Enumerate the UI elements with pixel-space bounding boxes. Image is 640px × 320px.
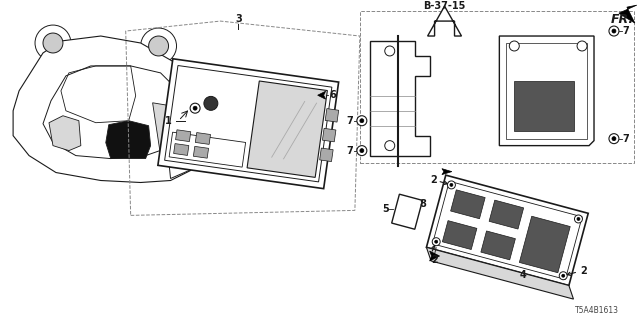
Text: FR.: FR. bbox=[611, 12, 634, 26]
Polygon shape bbox=[429, 251, 440, 261]
Circle shape bbox=[577, 41, 587, 51]
Polygon shape bbox=[195, 132, 211, 144]
Polygon shape bbox=[489, 200, 524, 229]
Circle shape bbox=[559, 272, 567, 280]
Text: 2: 2 bbox=[430, 175, 437, 185]
Polygon shape bbox=[317, 91, 326, 99]
Polygon shape bbox=[370, 41, 429, 156]
Polygon shape bbox=[106, 121, 150, 159]
Polygon shape bbox=[519, 216, 570, 273]
Circle shape bbox=[141, 28, 177, 64]
Text: 7: 7 bbox=[623, 26, 629, 36]
Polygon shape bbox=[168, 133, 211, 179]
Polygon shape bbox=[499, 36, 594, 146]
Circle shape bbox=[385, 46, 395, 56]
Circle shape bbox=[609, 26, 619, 36]
Circle shape bbox=[35, 25, 71, 61]
Text: 8: 8 bbox=[419, 199, 426, 209]
Polygon shape bbox=[169, 132, 246, 167]
Circle shape bbox=[148, 36, 168, 56]
Polygon shape bbox=[49, 116, 81, 151]
Text: 3: 3 bbox=[235, 14, 242, 24]
Circle shape bbox=[43, 33, 63, 53]
Circle shape bbox=[193, 106, 197, 110]
Text: T5A4B1613: T5A4B1613 bbox=[575, 306, 619, 315]
Circle shape bbox=[450, 183, 453, 187]
Polygon shape bbox=[247, 81, 328, 177]
Circle shape bbox=[609, 134, 619, 144]
Circle shape bbox=[562, 274, 564, 277]
Polygon shape bbox=[158, 59, 339, 188]
Circle shape bbox=[447, 181, 456, 189]
Text: 7: 7 bbox=[623, 134, 629, 144]
Polygon shape bbox=[442, 220, 477, 250]
Circle shape bbox=[577, 218, 580, 220]
Circle shape bbox=[357, 146, 367, 156]
Text: 2: 2 bbox=[580, 266, 586, 276]
Polygon shape bbox=[319, 148, 333, 162]
Text: 1: 1 bbox=[165, 116, 172, 126]
Text: 7: 7 bbox=[346, 146, 353, 156]
Polygon shape bbox=[186, 123, 196, 133]
Circle shape bbox=[190, 103, 200, 113]
Polygon shape bbox=[173, 144, 189, 156]
Polygon shape bbox=[426, 247, 573, 299]
Polygon shape bbox=[426, 175, 588, 285]
Circle shape bbox=[357, 116, 367, 126]
Polygon shape bbox=[442, 169, 452, 175]
Circle shape bbox=[509, 41, 519, 51]
Polygon shape bbox=[13, 36, 211, 182]
Circle shape bbox=[432, 238, 440, 246]
Text: 2: 2 bbox=[431, 255, 438, 265]
Text: 6: 6 bbox=[330, 90, 337, 100]
Polygon shape bbox=[43, 66, 186, 159]
Polygon shape bbox=[515, 81, 574, 131]
Circle shape bbox=[612, 29, 616, 33]
Text: 7: 7 bbox=[346, 116, 353, 126]
Polygon shape bbox=[451, 190, 485, 219]
Polygon shape bbox=[323, 128, 336, 142]
Circle shape bbox=[612, 137, 616, 141]
Circle shape bbox=[435, 240, 438, 243]
Polygon shape bbox=[428, 6, 461, 36]
Circle shape bbox=[360, 148, 364, 153]
Polygon shape bbox=[325, 108, 339, 122]
Circle shape bbox=[385, 141, 395, 151]
Text: B-37-15: B-37-15 bbox=[424, 1, 466, 11]
Polygon shape bbox=[175, 130, 191, 141]
Polygon shape bbox=[193, 146, 209, 158]
Circle shape bbox=[360, 119, 364, 123]
Text: 4: 4 bbox=[520, 270, 527, 280]
Polygon shape bbox=[619, 5, 637, 23]
Polygon shape bbox=[152, 103, 182, 156]
Text: 5: 5 bbox=[382, 204, 388, 214]
Circle shape bbox=[204, 96, 218, 110]
Circle shape bbox=[575, 215, 582, 223]
Polygon shape bbox=[481, 231, 515, 260]
Polygon shape bbox=[392, 194, 422, 229]
